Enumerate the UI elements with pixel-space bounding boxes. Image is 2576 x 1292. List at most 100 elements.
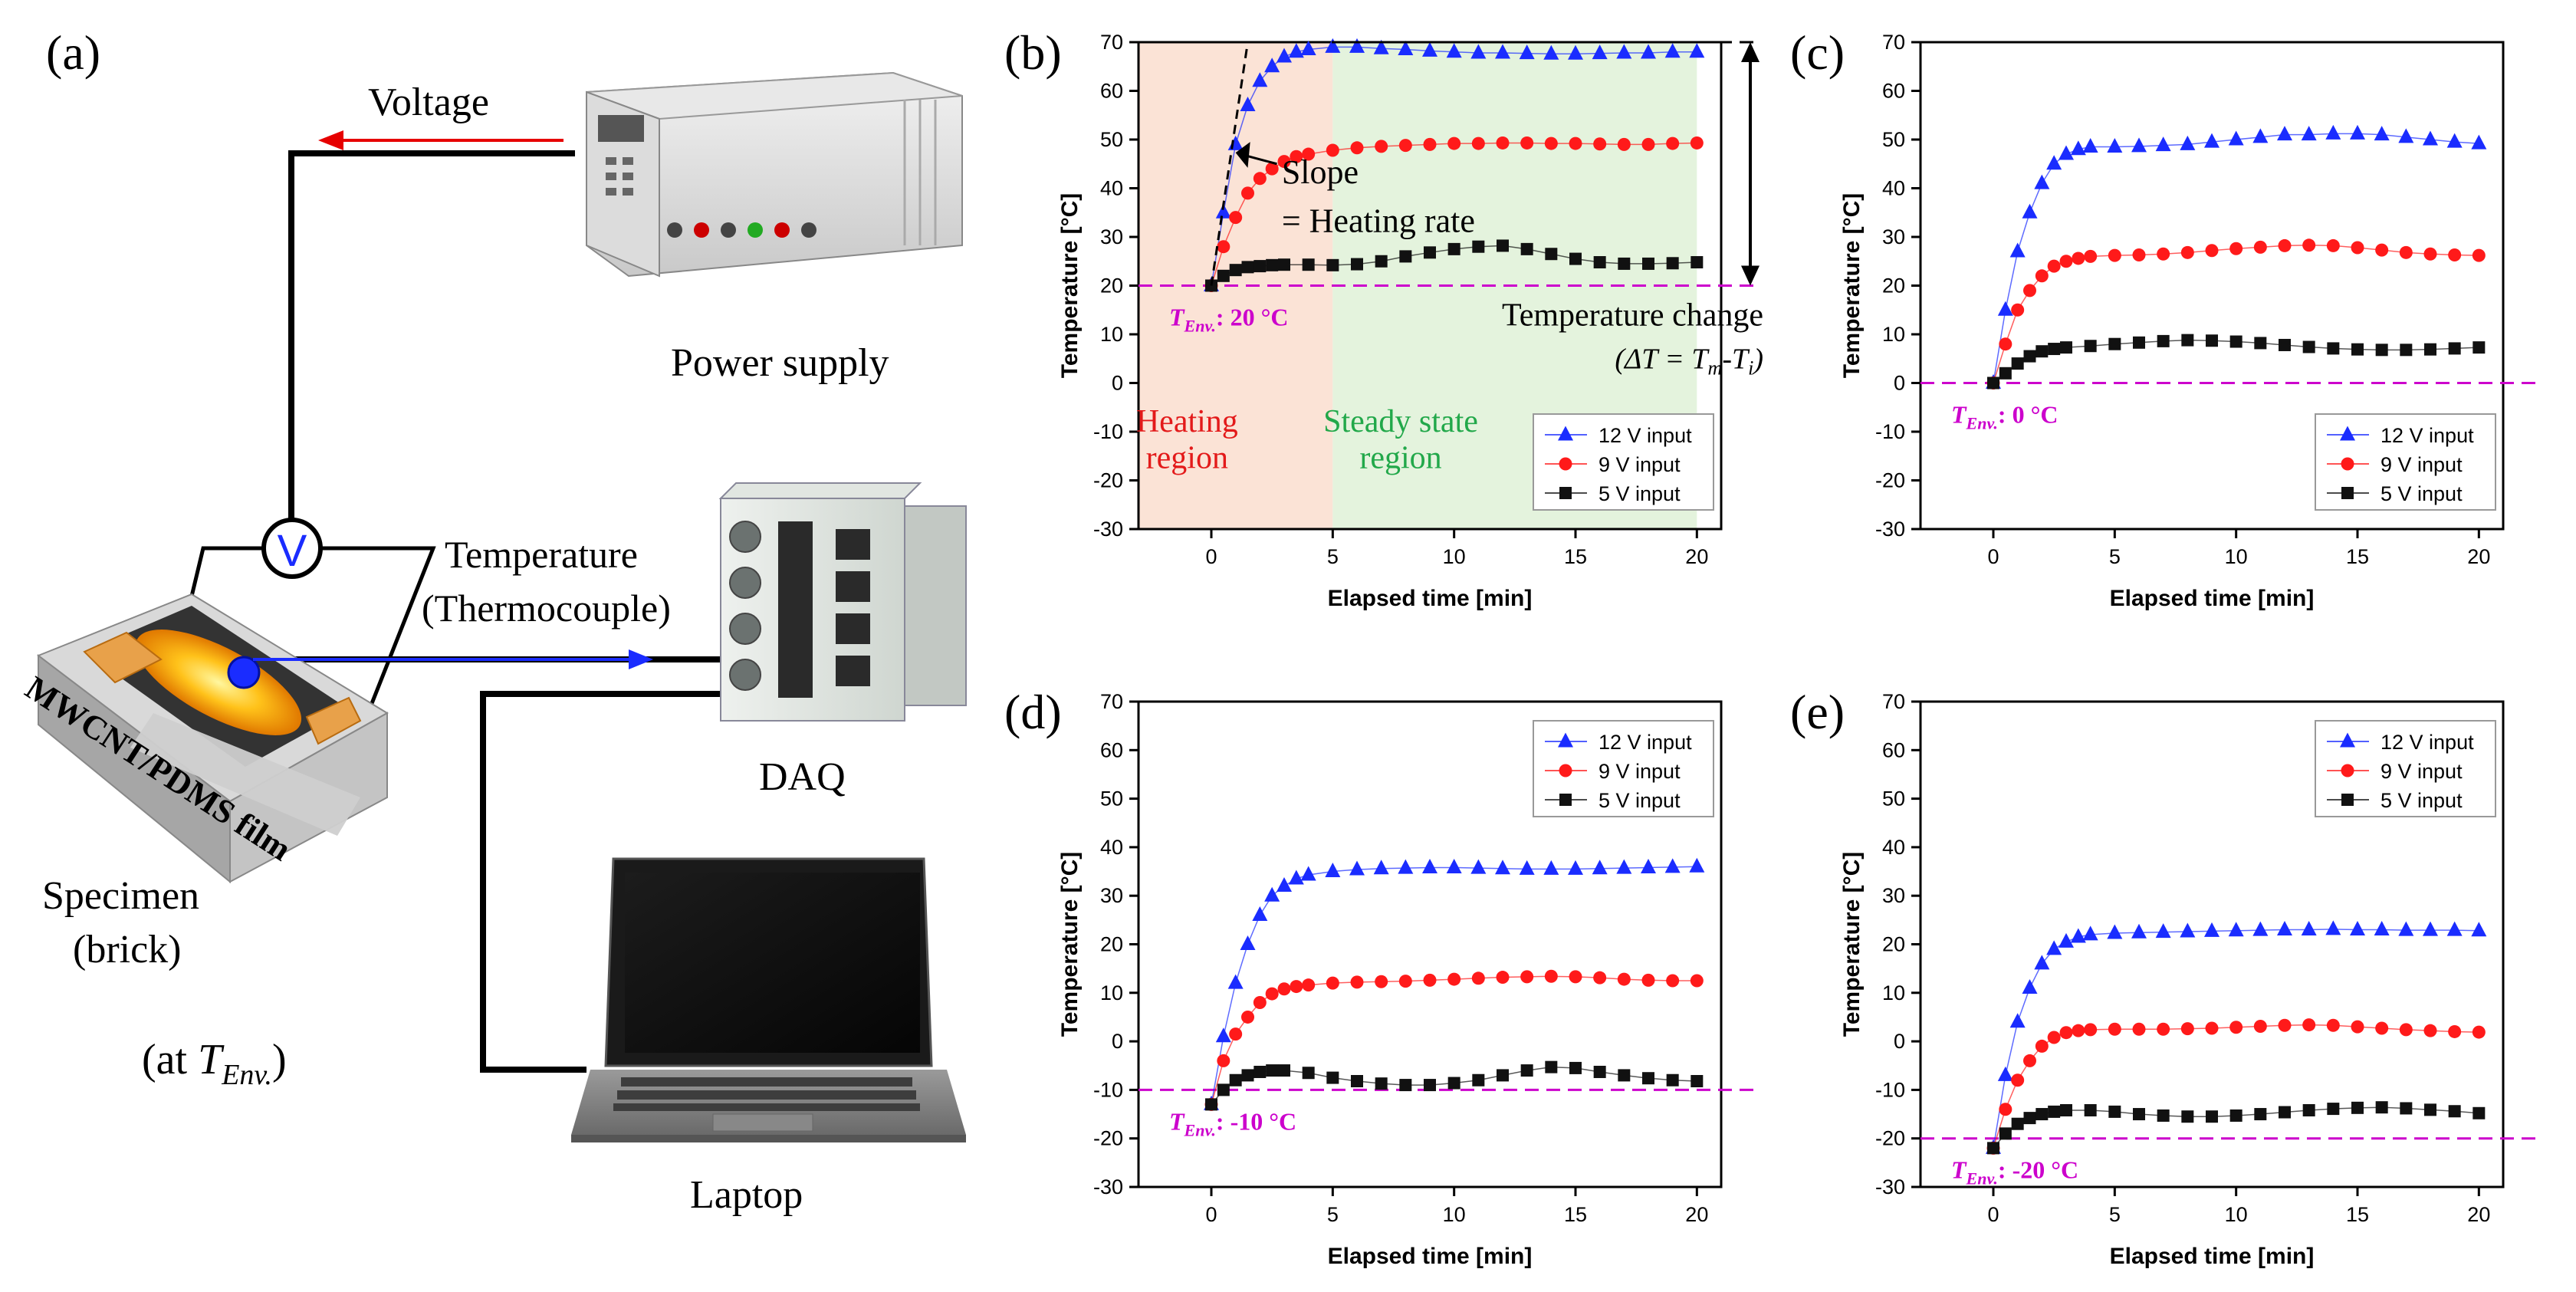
data-point-0 xyxy=(1276,877,1292,893)
data-point-1 xyxy=(1253,172,1267,186)
data-point-1 xyxy=(2072,251,2085,265)
y-tick-label: 70 xyxy=(1882,31,1905,54)
data-point-0 xyxy=(1641,858,1656,873)
data-point-2 xyxy=(2181,334,2194,347)
data-point-0 xyxy=(1470,44,1487,59)
at-env-label: (at TEnv.) xyxy=(142,1036,287,1091)
data-point-0 xyxy=(2374,126,2390,141)
data-point-0 xyxy=(1997,301,2013,316)
data-point-2 xyxy=(1618,1069,1631,1082)
chart-panel-d: (d) -30 -20 -10 0 10 20 30 40 50 60 70 0 5 10 15 20 Elaps… xyxy=(1004,685,1756,1269)
data-point-2 xyxy=(2084,340,2097,353)
x-axis-label: Elapsed time [min] xyxy=(2110,1244,2315,1269)
thermocouple-sensor-icon xyxy=(227,656,261,689)
y-tick-label: -10 xyxy=(1875,1078,1905,1101)
data-point-0 xyxy=(2009,242,2026,258)
env-temp-label: TEnv.: 0 °C xyxy=(1951,401,2058,433)
data-point-2 xyxy=(1229,264,1242,277)
data-point-2 xyxy=(1497,1069,1509,1082)
y-tick-label: 20 xyxy=(1882,933,1905,956)
data-point-0 xyxy=(1616,44,1632,59)
y-tick-label: 60 xyxy=(1100,80,1123,103)
y-tick-label: 30 xyxy=(1100,884,1123,907)
y-tick-label: -30 xyxy=(1093,1175,1123,1198)
data-point-1 xyxy=(2375,243,2389,257)
data-point-1 xyxy=(1241,1010,1254,1024)
data-point-0 xyxy=(1373,860,1389,875)
data-point-1 xyxy=(1690,974,1704,988)
y-tick-label: 10 xyxy=(1100,323,1123,346)
legend-label: 12 V input xyxy=(1598,424,1692,447)
data-point-0 xyxy=(2155,923,2171,939)
delta-t-arrowhead-bottom xyxy=(1741,265,1760,286)
data-point-1 xyxy=(2023,1054,2036,1067)
data-point-0 xyxy=(1470,859,1487,874)
data-point-2 xyxy=(1472,240,1485,253)
data-point-0 xyxy=(2058,932,2074,948)
data-point-2 xyxy=(1351,1075,1363,1088)
data-point-1 xyxy=(1641,137,1655,151)
steady-region-text: Steady state xyxy=(1323,404,1478,439)
data-point-0 xyxy=(2374,921,2390,936)
power-supply-label: Power supply xyxy=(671,341,889,385)
data-point-0 xyxy=(2301,921,2317,936)
data-point-2 xyxy=(2157,334,2170,347)
data-point-1 xyxy=(2326,1018,2340,1032)
x-tick-label: 15 xyxy=(2346,1203,2369,1226)
data-point-0 xyxy=(1422,858,1438,873)
data-point-0 xyxy=(1264,886,1280,902)
env-temp-label: TEnv.: -20 °C xyxy=(1951,1156,2078,1188)
data-point-0 xyxy=(2325,920,2341,935)
data-point-1 xyxy=(1423,973,1437,987)
data-point-2 xyxy=(2351,1101,2364,1114)
data-point-1 xyxy=(1302,978,1316,992)
data-point-0 xyxy=(1641,44,1656,59)
legend-marker xyxy=(2341,794,2354,806)
legend-label: 9 V input xyxy=(2380,760,2463,783)
data-point-2 xyxy=(1205,1098,1217,1111)
data-point-0 xyxy=(1592,44,1608,60)
data-point-1 xyxy=(2278,238,2292,252)
data-point-2 xyxy=(2327,342,2340,355)
data-point-1 xyxy=(1447,972,1461,986)
data-point-2 xyxy=(2060,1103,2072,1116)
daq-device xyxy=(718,482,967,722)
data-point-1 xyxy=(1229,211,1243,225)
legend-marker xyxy=(2340,732,2355,748)
data-point-2 xyxy=(2472,341,2486,354)
data-point-2 xyxy=(1375,255,1388,268)
data-point-1 xyxy=(2302,238,2316,252)
data-point-0 xyxy=(2471,134,2487,150)
data-point-0 xyxy=(2131,137,2147,153)
data-point-2 xyxy=(2108,337,2121,350)
data-point-0 xyxy=(2204,133,2220,148)
data-point-0 xyxy=(2046,155,2062,170)
data-point-2 xyxy=(2023,350,2036,363)
y-tick-label: 20 xyxy=(1100,275,1123,298)
y-tick-label: 60 xyxy=(1100,738,1123,761)
y-tick-label: 40 xyxy=(1882,177,1905,200)
data-point-1 xyxy=(1398,139,1412,153)
x-tick-label: 5 xyxy=(2109,545,2121,568)
legend-label: 5 V input xyxy=(1598,482,1681,505)
x-axis-label: Elapsed time [min] xyxy=(1328,1244,1533,1269)
data-point-0 xyxy=(1519,44,1535,60)
y-tick-label: -20 xyxy=(1875,1127,1905,1150)
legend-marker xyxy=(1558,732,1573,748)
y-tick-label: 20 xyxy=(1100,933,1123,956)
y-tick-label: 40 xyxy=(1100,836,1123,859)
data-point-1 xyxy=(1253,995,1267,1009)
laptop-label: Laptop xyxy=(690,1173,803,1217)
x-tick-label: 5 xyxy=(1327,1203,1339,1226)
legend-marker xyxy=(1559,457,1572,471)
data-point-2 xyxy=(2060,341,2072,354)
data-point-2 xyxy=(2023,1112,2036,1125)
data-point-1 xyxy=(2035,269,2049,283)
data-point-0 xyxy=(1543,860,1559,875)
data-point-0 xyxy=(1349,860,1365,876)
data-point-0 xyxy=(2070,928,2086,943)
data-point-1 xyxy=(2448,248,2462,261)
data-point-1 xyxy=(2035,1039,2049,1053)
data-point-0 xyxy=(1997,1066,2013,1081)
data-point-2 xyxy=(2181,1110,2194,1123)
